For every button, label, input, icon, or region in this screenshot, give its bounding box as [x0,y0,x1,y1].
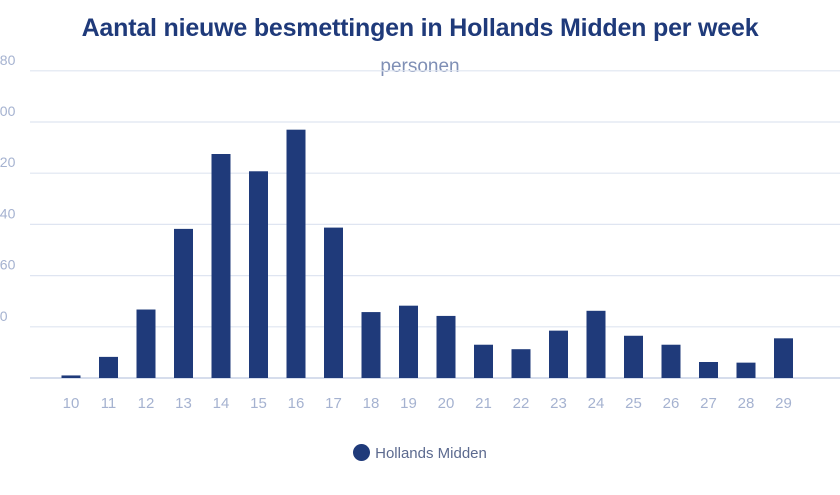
legend-marker-icon [353,444,371,461]
bar-week-18[interactable] [361,312,381,378]
x-tick-label: 13 [175,395,192,412]
bar-week-16[interactable] [286,129,306,378]
bar-week-10[interactable] [61,375,81,378]
x-tick-label: 28 [738,395,755,412]
x-tick-label: 10 [63,395,80,412]
x-tick-label: 24 [588,395,605,412]
x-tick-label: 18 [363,395,380,412]
chart-subtitle: personen [380,56,460,77]
legend-label: Hollands Midden [375,445,487,462]
y-tick-label: 400 [0,103,16,119]
x-tick-label: 27 [700,395,717,412]
bar-week-26[interactable] [661,344,681,378]
x-tick-label: 14 [213,395,230,412]
x-tick-label: 17 [325,395,342,412]
x-tick-label: 26 [663,395,680,412]
bars [61,129,793,378]
bar-week-28[interactable] [736,362,756,378]
x-tick-label: 15 [250,395,267,412]
x-tick-label: 23 [550,395,567,412]
bar-week-19[interactable] [399,305,418,378]
x-axis-ticks: 10 11 12 13 14 15 16 17 18 19 20 21 22 23 24 25 26 27 28 29 [63,395,792,412]
bar-week-20[interactable] [436,315,456,378]
y-tick-label: 80 [0,308,8,324]
x-tick-label: 29 [775,395,792,412]
x-tick-label: 21 [475,395,492,412]
bar-week-22[interactable] [511,349,531,378]
bar-week-21[interactable] [474,344,493,378]
bar-week-27[interactable] [699,362,718,378]
y-tick-label: 480 [0,52,16,68]
bar-week-23[interactable] [549,330,568,378]
bar-week-24[interactable] [586,310,606,378]
x-tick-label: 11 [101,395,117,412]
bar-week-12[interactable] [136,309,156,378]
x-tick-label: 12 [138,395,155,412]
bar-week-13[interactable] [174,228,193,378]
bar-week-17[interactable] [324,227,343,378]
bar-week-15[interactable] [249,171,268,378]
x-tick-label: 22 [513,395,530,412]
x-tick-label: 19 [400,395,417,412]
x-tick-label: 25 [625,395,642,412]
x-tick-label: 20 [438,395,455,412]
legend[interactable]: Hollands Midden [0,444,840,462]
bar-week-14[interactable] [211,154,231,378]
x-tick-label: 16 [288,395,305,412]
y-tick-label: 160 [0,257,16,273]
bar-week-11[interactable] [99,356,118,378]
chart-title: Aantal nieuwe besmettingen in Hollands M… [81,14,759,42]
y-tick-label: 320 [0,154,16,170]
bar-week-25[interactable] [624,335,643,378]
bar-week-29[interactable] [774,338,793,378]
y-tick-label: 240 [0,205,16,221]
y-axis-ticks: 80 160 240 320 400 480 [0,52,16,324]
